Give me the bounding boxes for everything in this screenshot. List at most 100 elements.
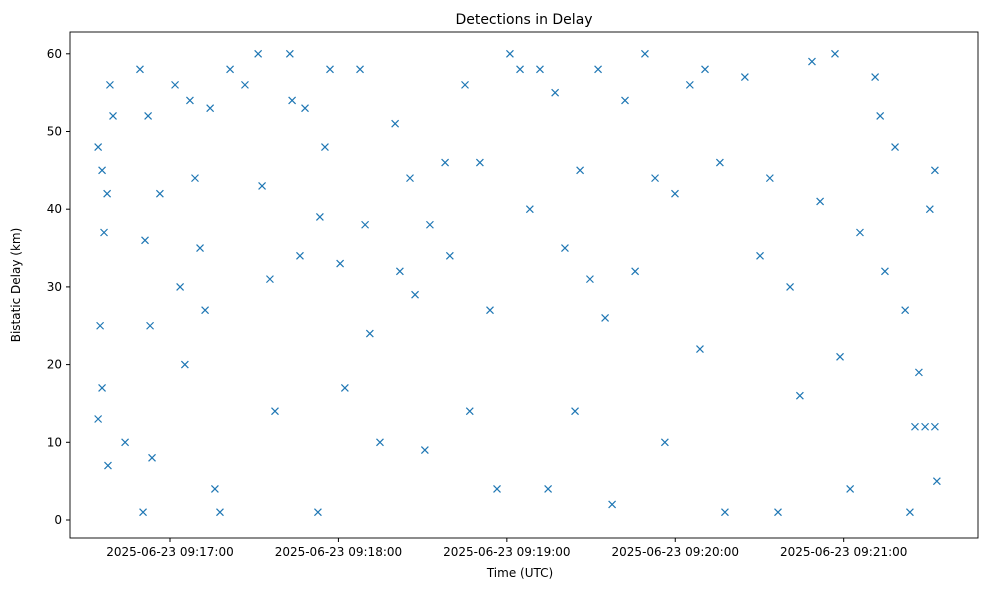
data-point bbox=[100, 228, 108, 237]
data-point bbox=[911, 422, 919, 431]
data-point bbox=[176, 282, 185, 291]
data-point bbox=[206, 104, 215, 113]
data-point bbox=[506, 49, 514, 58]
y-tick-label: 60 bbox=[47, 47, 62, 61]
data-point bbox=[258, 181, 266, 190]
data-point bbox=[808, 57, 816, 66]
data-point bbox=[715, 158, 724, 167]
data-point bbox=[594, 65, 602, 74]
data-point bbox=[288, 96, 297, 105]
data-point bbox=[98, 383, 106, 392]
data-point bbox=[701, 65, 709, 74]
data-point bbox=[671, 189, 679, 198]
x-axis: 2025-06-23 09:17:00 2025-06-23 09:18:00 20… bbox=[106, 538, 907, 559]
data-point bbox=[795, 391, 804, 400]
data-point bbox=[486, 306, 494, 315]
x-tick-label: 2025-06-23 09:20:00 bbox=[612, 545, 739, 559]
data-point bbox=[296, 251, 304, 260]
data-point bbox=[774, 508, 782, 517]
data-point bbox=[395, 267, 404, 276]
data-point bbox=[544, 484, 553, 493]
data-point bbox=[925, 205, 934, 214]
data-point bbox=[601, 314, 610, 322]
y-tick-label: 30 bbox=[47, 280, 62, 294]
data-point bbox=[876, 112, 885, 120]
data-point bbox=[576, 166, 585, 175]
data-point bbox=[786, 282, 794, 291]
data-point bbox=[551, 88, 560, 97]
data-point bbox=[94, 143, 103, 151]
data-point bbox=[226, 65, 234, 74]
data-point bbox=[765, 174, 774, 183]
y-tick-label: 10 bbox=[47, 435, 62, 449]
data-point bbox=[740, 73, 749, 82]
data-point bbox=[608, 500, 617, 509]
data-point bbox=[109, 112, 117, 120]
data-point bbox=[196, 244, 204, 252]
data-point bbox=[836, 352, 844, 361]
chart-title: Detections in Delay bbox=[455, 12, 592, 28]
data-point bbox=[103, 189, 112, 198]
data-point bbox=[201, 306, 210, 315]
data-point bbox=[191, 174, 199, 183]
data-point bbox=[685, 80, 694, 89]
y-tick-label: 20 bbox=[47, 358, 62, 372]
data-point bbox=[516, 65, 524, 74]
data-point bbox=[721, 508, 729, 517]
data-point bbox=[155, 189, 164, 198]
data-point bbox=[445, 251, 454, 260]
data-point bbox=[816, 197, 825, 206]
data-point bbox=[406, 174, 414, 183]
data-point bbox=[906, 508, 914, 517]
data-point bbox=[148, 453, 156, 462]
data-point bbox=[136, 65, 144, 74]
data-point bbox=[493, 484, 501, 493]
data-point bbox=[914, 368, 923, 377]
x-tick-label: 2025-06-23 09:19:00 bbox=[443, 545, 570, 559]
data-point bbox=[314, 508, 322, 517]
data-point bbox=[266, 275, 274, 284]
data-point bbox=[104, 461, 112, 470]
data-point bbox=[376, 438, 384, 447]
data-point bbox=[831, 49, 839, 58]
data-point bbox=[756, 251, 764, 260]
data-point bbox=[391, 119, 400, 128]
data-point bbox=[901, 306, 910, 315]
data-point bbox=[930, 166, 939, 175]
data-point bbox=[921, 422, 930, 431]
data-point bbox=[216, 508, 224, 517]
data-point bbox=[121, 438, 130, 447]
data-point bbox=[210, 484, 219, 493]
data-point bbox=[651, 174, 659, 183]
data-point bbox=[475, 158, 484, 167]
data-point bbox=[171, 80, 179, 89]
data-point bbox=[139, 508, 147, 517]
data-point bbox=[426, 220, 434, 229]
data-point bbox=[141, 236, 149, 245]
data-point bbox=[146, 321, 154, 330]
data-point bbox=[420, 446, 429, 454]
data-point bbox=[254, 49, 263, 58]
data-point bbox=[340, 383, 349, 392]
data-point bbox=[106, 80, 114, 89]
data-point bbox=[891, 143, 899, 151]
data-point bbox=[411, 290, 419, 299]
data-point bbox=[696, 345, 704, 353]
x-tick-label: 2025-06-23 09:18:00 bbox=[275, 545, 402, 559]
data-point bbox=[271, 407, 279, 416]
data-point bbox=[536, 65, 544, 74]
data-point bbox=[586, 275, 594, 284]
plot-frame bbox=[69, 31, 979, 539]
data-point bbox=[365, 329, 374, 338]
data-point bbox=[301, 104, 309, 113]
data-point bbox=[94, 415, 103, 423]
data-point bbox=[881, 267, 889, 276]
data-point bbox=[856, 228, 864, 237]
data-point bbox=[465, 407, 474, 416]
data-point bbox=[326, 65, 334, 74]
data-point bbox=[631, 267, 640, 276]
y-tick-label: 50 bbox=[47, 125, 62, 139]
data-point bbox=[641, 49, 649, 58]
data-point bbox=[871, 73, 880, 82]
